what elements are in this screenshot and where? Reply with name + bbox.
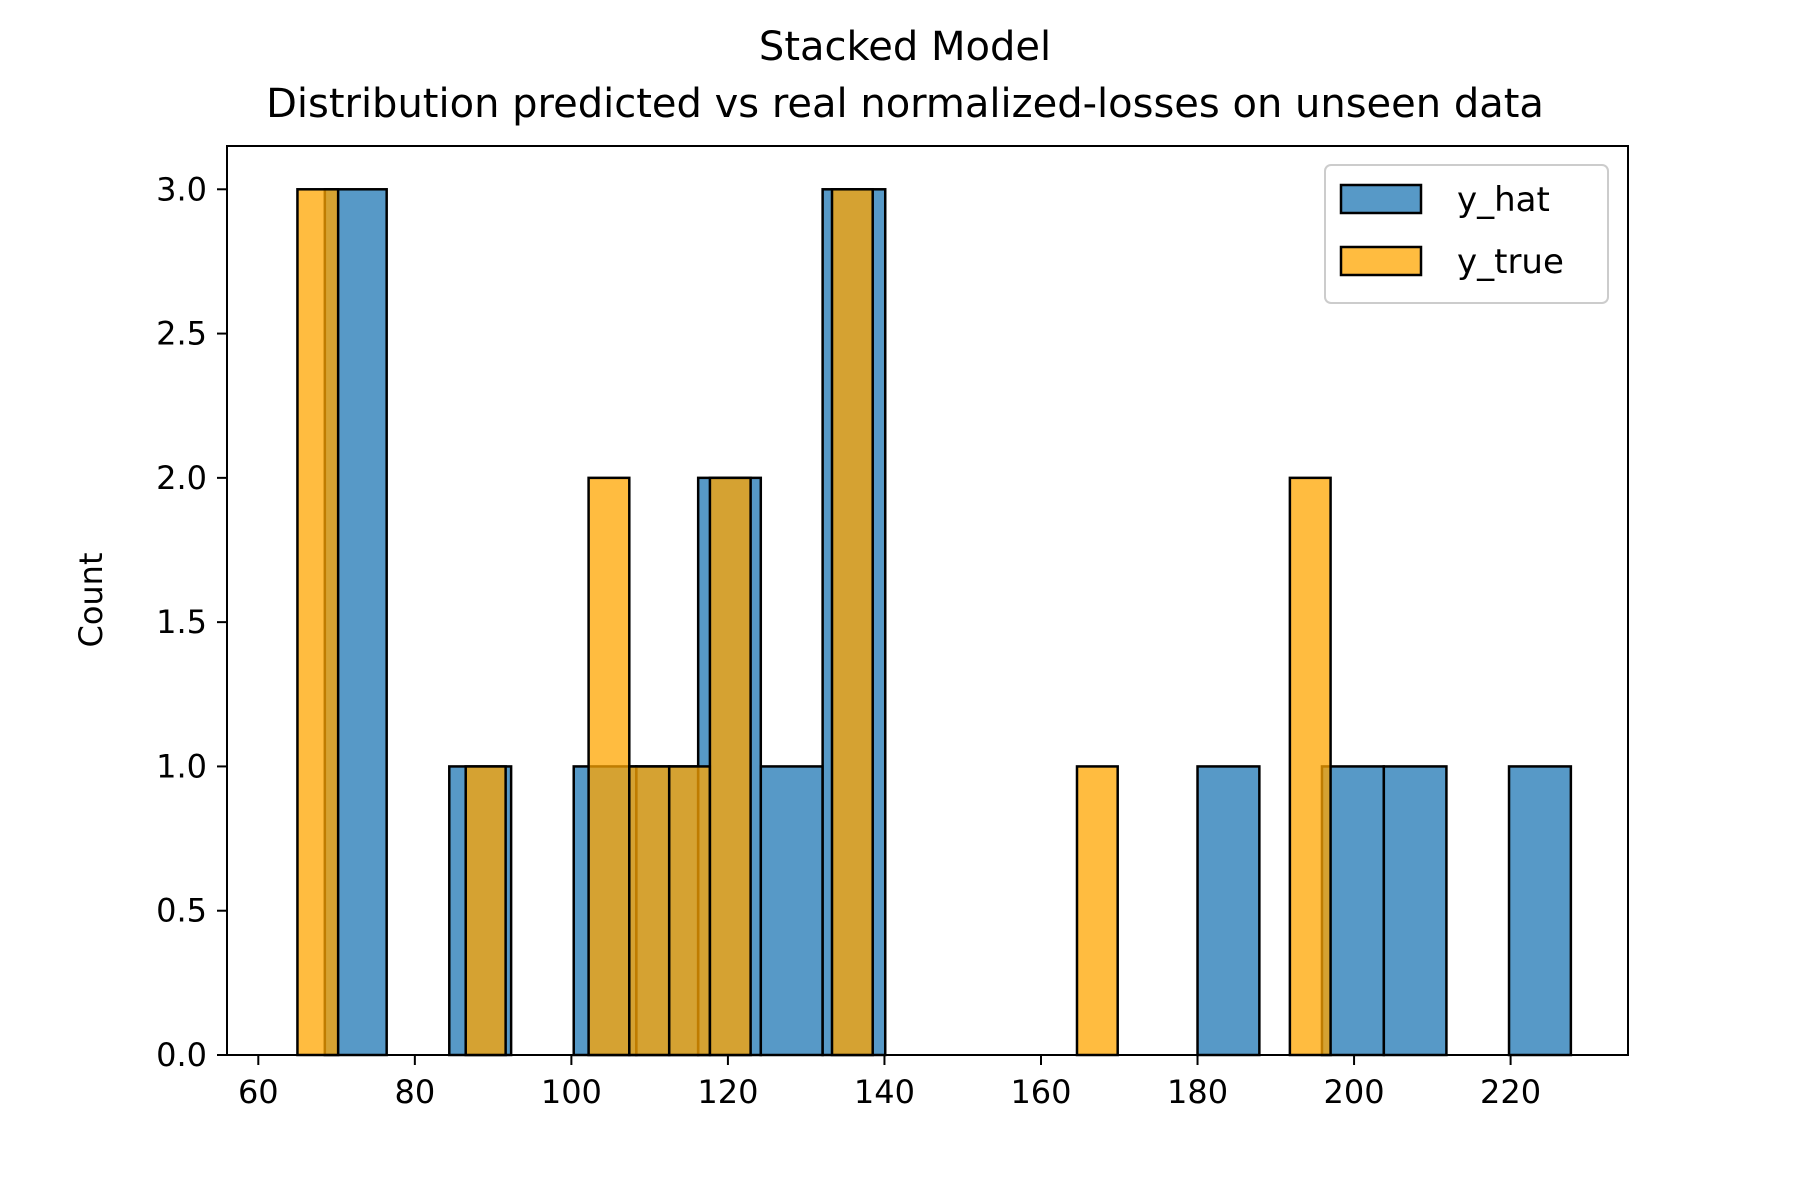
legend-swatch-y_hat <box>1339 183 1423 215</box>
chart-subtitle: Distribution predicted vs real normalize… <box>266 81 1544 127</box>
bar-y_hat-5 <box>759 765 824 1057</box>
legend-label-y_true: y_true <box>1457 242 1564 282</box>
y-tick-label: 1.0 <box>156 747 207 785</box>
y-tick-label: 3.0 <box>156 170 207 208</box>
y-axis: 0.0 0.5 1.0 1.5 2.0 2.5 3.0 <box>156 170 227 1074</box>
bar-y_true-1 <box>464 765 507 1057</box>
bar-y_true-4 <box>667 765 712 1057</box>
y-tick-label: 0.0 <box>156 1036 207 1074</box>
x-tick-label: 220 <box>1480 1073 1541 1111</box>
x-tick-label: 60 <box>238 1073 279 1111</box>
x-tick-label: 120 <box>697 1073 758 1111</box>
x-axis: 60 80 100 120 140 160 180 200 220 <box>238 1055 1541 1111</box>
legend-swatch-y_true <box>1339 245 1423 277</box>
bar-y_true-8 <box>1288 476 1332 1057</box>
bar-y_true-3 <box>628 765 671 1057</box>
bar-y_hat-9 <box>1382 765 1448 1057</box>
bar-y_true-0 <box>296 188 340 1057</box>
y-tick-label: 1.5 <box>156 603 207 641</box>
plot-frame <box>226 145 1629 1056</box>
chart-title: Stacked Model <box>759 24 1051 70</box>
x-tick-label: 80 <box>394 1073 435 1111</box>
x-tick-label: 100 <box>541 1073 602 1111</box>
x-tick-label: 180 <box>1167 1073 1228 1111</box>
bar-y_hat-10 <box>1507 765 1573 1057</box>
y-axis-label: Count <box>72 552 110 647</box>
bar-y_true-5 <box>708 476 752 1057</box>
series-y_hat <box>323 188 1573 1057</box>
y-tick-label: 2.0 <box>156 459 207 497</box>
y-tick-label: 2.5 <box>156 315 207 353</box>
bar-y_true-7 <box>1075 765 1119 1057</box>
x-tick-label: 140 <box>854 1073 915 1111</box>
bar-y_true-2 <box>587 476 631 1057</box>
legend: y_hat y_true <box>1324 164 1609 304</box>
bar-y_true-6 <box>830 188 874 1057</box>
bar-y_hat-7 <box>1196 765 1261 1057</box>
y-tick-label: 0.5 <box>156 892 207 930</box>
x-tick-label: 160 <box>1010 1073 1071 1111</box>
legend-label-y_hat: y_hat <box>1457 180 1550 220</box>
bars-layer <box>296 188 1573 1057</box>
x-tick-label: 200 <box>1324 1073 1385 1111</box>
